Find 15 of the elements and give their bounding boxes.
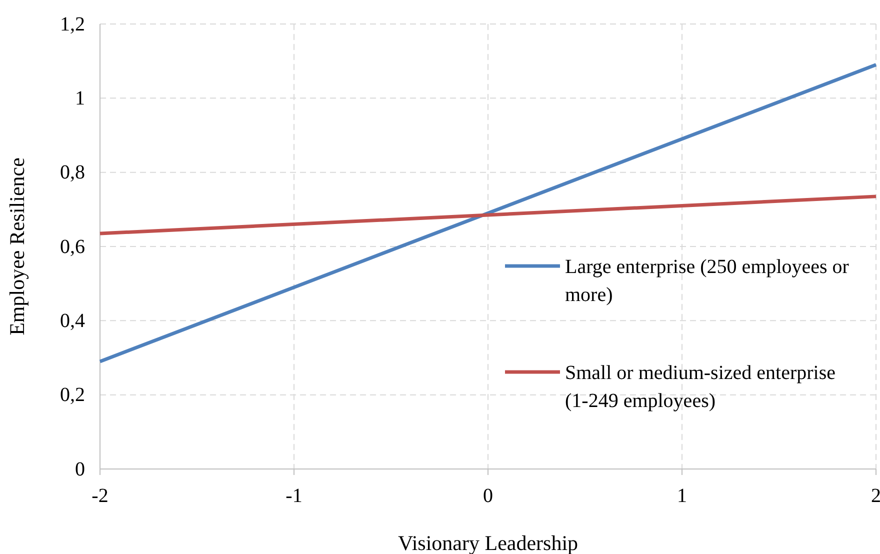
y-tick-label: 0,4 xyxy=(60,310,85,332)
y-tick-label: 0,6 xyxy=(60,236,85,258)
x-tick-label: -1 xyxy=(286,485,302,507)
legend-label: Large enterprise (250 employees or more) xyxy=(565,256,850,306)
x-tick-label: 0 xyxy=(483,485,493,507)
x-tick-label: 2 xyxy=(871,485,880,507)
x-tick-label: 1 xyxy=(677,485,687,507)
y-tick-label: 1 xyxy=(75,88,85,110)
y-tick-label: 1,2 xyxy=(60,13,85,36)
y-tick-label: 0 xyxy=(75,458,85,480)
y-axis-title: Employee Resilience xyxy=(5,158,29,336)
y-tick-label: 0,8 xyxy=(60,162,85,184)
legend-label: Small or medium-sized enterprise (1-249 employees) xyxy=(565,362,836,412)
y-tick-label: 0,2 xyxy=(60,384,85,406)
x-tick-label: -2 xyxy=(92,485,108,507)
